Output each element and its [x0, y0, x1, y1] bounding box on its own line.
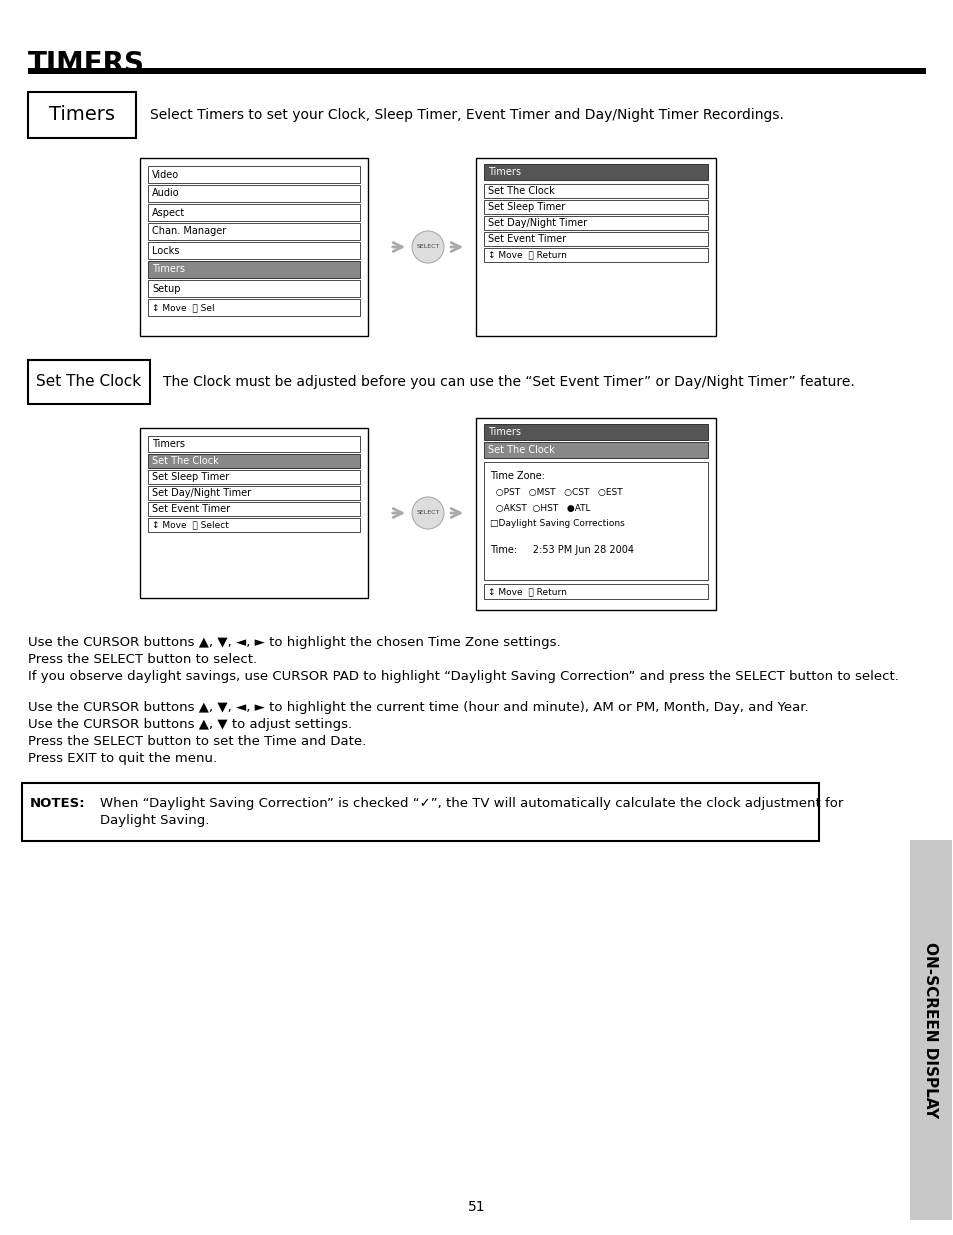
Bar	[909, 840, 951, 1220]
Text: ○PST   ○MST   ○CST   ○EST: ○PST ○MST ○CST ○EST	[490, 488, 622, 496]
Text: Chan. Manager: Chan. Manager	[152, 226, 226, 236]
Bar	[148, 501, 359, 516]
Bar	[148, 261, 359, 278]
Bar	[28, 359, 150, 404]
Text: Set Day/Night Timer: Set Day/Night Timer	[152, 488, 251, 498]
Bar	[476, 158, 716, 336]
Text: Set Event Timer: Set Event Timer	[488, 233, 565, 245]
Bar	[148, 471, 359, 484]
Text: ○AKST  ○HST   ●ATL: ○AKST ○HST ●ATL	[490, 504, 590, 513]
Bar	[28, 91, 136, 138]
Bar	[140, 429, 368, 598]
Text: ↕ Move  Ⓢ Select: ↕ Move Ⓢ Select	[152, 520, 229, 530]
Bar	[28, 68, 925, 74]
Text: Set Sleep Timer: Set Sleep Timer	[488, 203, 565, 212]
Circle shape	[412, 496, 443, 529]
Bar	[148, 204, 359, 221]
Bar	[148, 299, 359, 316]
Text: Aspect: Aspect	[152, 207, 185, 217]
Bar	[140, 158, 368, 336]
Bar	[148, 224, 359, 240]
Text: Use the CURSOR buttons ▲, ▼ to adjust settings.: Use the CURSOR buttons ▲, ▼ to adjust se…	[28, 718, 352, 731]
Text: When “Daylight Saving Correction” is checked “✓”, the TV will automatically calc: When “Daylight Saving Correction” is che…	[100, 797, 842, 810]
Text: Set The Clock: Set The Clock	[488, 445, 554, 454]
Text: Timers: Timers	[152, 438, 185, 450]
Text: 51: 51	[468, 1200, 485, 1214]
Bar	[148, 517, 359, 532]
Text: □Daylight Saving Corrections: □Daylight Saving Corrections	[490, 520, 624, 529]
Text: Set The Clock: Set The Clock	[152, 456, 218, 466]
Bar	[483, 184, 707, 198]
Text: Daylight Saving.: Daylight Saving.	[100, 814, 209, 827]
Bar	[476, 417, 716, 610]
Text: Press EXIT to quit the menu.: Press EXIT to quit the menu.	[28, 752, 217, 764]
Text: Press the SELECT button to select.: Press the SELECT button to select.	[28, 653, 257, 666]
Text: Set The Clock: Set The Clock	[36, 374, 141, 389]
Text: TIMERS: TIMERS	[28, 49, 145, 78]
Text: The Clock must be adjusted before you can use the “Set Event Timer” or Day/Night: The Clock must be adjusted before you ca…	[163, 375, 854, 389]
Text: Use the CURSOR buttons ▲, ▼, ◄, ► to highlight the current time (hour and minute: Use the CURSOR buttons ▲, ▼, ◄, ► to hig…	[28, 701, 808, 714]
Bar	[483, 442, 707, 458]
Text: Select Timers to set your Clock, Sleep Timer, Event Timer and Day/Night Timer Re: Select Timers to set your Clock, Sleep T…	[150, 107, 783, 122]
Text: Press the SELECT button to set the Time and Date.: Press the SELECT button to set the Time …	[28, 735, 366, 748]
Text: ↕ Move  Ⓢ Sel: ↕ Move Ⓢ Sel	[152, 303, 214, 312]
Text: Set Sleep Timer: Set Sleep Timer	[152, 472, 229, 482]
Text: Audio: Audio	[152, 189, 179, 199]
Bar	[483, 200, 707, 214]
Text: ↕ Move  Ⓢ Return: ↕ Move Ⓢ Return	[488, 587, 566, 597]
Bar	[148, 185, 359, 203]
Bar	[148, 454, 359, 468]
Bar	[148, 280, 359, 296]
Text: Timers: Timers	[488, 167, 520, 177]
Text: Set Day/Night Timer: Set Day/Night Timer	[488, 219, 586, 228]
Text: Locks: Locks	[152, 246, 179, 256]
Text: Setup: Setup	[152, 284, 180, 294]
Text: Timers: Timers	[49, 105, 115, 125]
Bar	[483, 462, 707, 580]
Text: Set Event Timer: Set Event Timer	[152, 504, 230, 514]
Text: SELECT: SELECT	[416, 245, 439, 249]
Text: SELECT: SELECT	[416, 510, 439, 515]
Bar	[148, 487, 359, 500]
Bar	[148, 242, 359, 259]
Text: Use the CURSOR buttons ▲, ▼, ◄, ► to highlight the chosen Time Zone settings.: Use the CURSOR buttons ▲, ▼, ◄, ► to hig…	[28, 636, 560, 650]
Bar	[483, 164, 707, 180]
Bar	[148, 165, 359, 183]
Text: Video: Video	[152, 169, 179, 179]
Bar	[483, 424, 707, 440]
Text: Time Zone:: Time Zone:	[490, 471, 544, 480]
Text: Time:     2:53 PM Jun 28 2004: Time: 2:53 PM Jun 28 2004	[490, 545, 634, 555]
Text: NOTES:: NOTES:	[30, 797, 86, 810]
Text: If you observe daylight savings, use CURSOR PAD to highlight “Daylight Saving Co: If you observe daylight savings, use CUR…	[28, 671, 898, 683]
Bar	[483, 248, 707, 262]
Text: ↕ Move  Ⓢ Return: ↕ Move Ⓢ Return	[488, 251, 566, 259]
Text: Timers: Timers	[488, 427, 520, 437]
Text: Timers: Timers	[152, 264, 185, 274]
Bar	[148, 436, 359, 452]
Bar	[22, 783, 818, 841]
Text: Set The Clock: Set The Clock	[488, 186, 554, 196]
Bar	[483, 232, 707, 246]
Bar	[483, 216, 707, 230]
Bar	[483, 584, 707, 599]
Text: ON-SCREEN DISPLAY: ON-SCREEN DISPLAY	[923, 942, 938, 1118]
Circle shape	[412, 231, 443, 263]
